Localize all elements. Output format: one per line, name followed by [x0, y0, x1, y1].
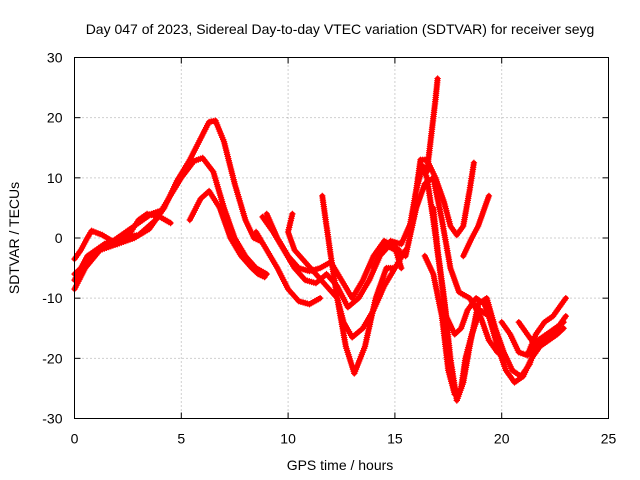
- chart-title: Day 047 of 2023, Sidereal Day-to-day VTE…: [86, 21, 595, 37]
- y-tick-label: -30: [42, 411, 62, 427]
- series-markers: [515, 313, 569, 350]
- grid: [74, 57, 609, 419]
- y-axis-label: SDTVAR / TECUs: [6, 182, 22, 294]
- series-track-19: [515, 313, 569, 350]
- x-tick-label: 5: [177, 431, 185, 447]
- x-tick-label: 25: [601, 431, 617, 447]
- series-markers: [460, 192, 493, 260]
- y-tick-label: 10: [47, 170, 63, 186]
- series-markers: [319, 192, 409, 377]
- series-markers: [186, 187, 268, 281]
- series-track-15: [430, 204, 567, 404]
- y-tick-label: 30: [47, 50, 63, 66]
- series-track-10: [319, 192, 409, 377]
- x-tick-label: 10: [280, 431, 296, 447]
- plot-frame: [74, 57, 609, 419]
- y-tick-label: 0: [55, 230, 63, 246]
- series-track-5: [186, 187, 268, 281]
- series-markers: [498, 295, 569, 359]
- series-markers: [423, 75, 441, 175]
- series-track-18: [498, 295, 569, 359]
- series-track-11: [370, 174, 510, 362]
- y-tick-label: 20: [47, 110, 63, 126]
- x-axis-label: GPS time / hours: [287, 457, 394, 473]
- x-tick-label: 15: [387, 431, 403, 447]
- series-track-6: [252, 228, 324, 308]
- series-markers: [370, 174, 510, 362]
- series-track-17: [460, 192, 493, 260]
- x-tick-label: 20: [494, 431, 510, 447]
- y-tick-label: -10: [42, 290, 62, 306]
- axes: 0 5 10 15 20 25 -30 -20 -10 0 10 20 30: [42, 50, 616, 447]
- x-tick-label: 0: [71, 431, 79, 447]
- series-markers: [252, 228, 324, 308]
- series-markers: [430, 204, 567, 404]
- series-track-16: [423, 75, 441, 175]
- y-tick-label: -20: [42, 350, 62, 366]
